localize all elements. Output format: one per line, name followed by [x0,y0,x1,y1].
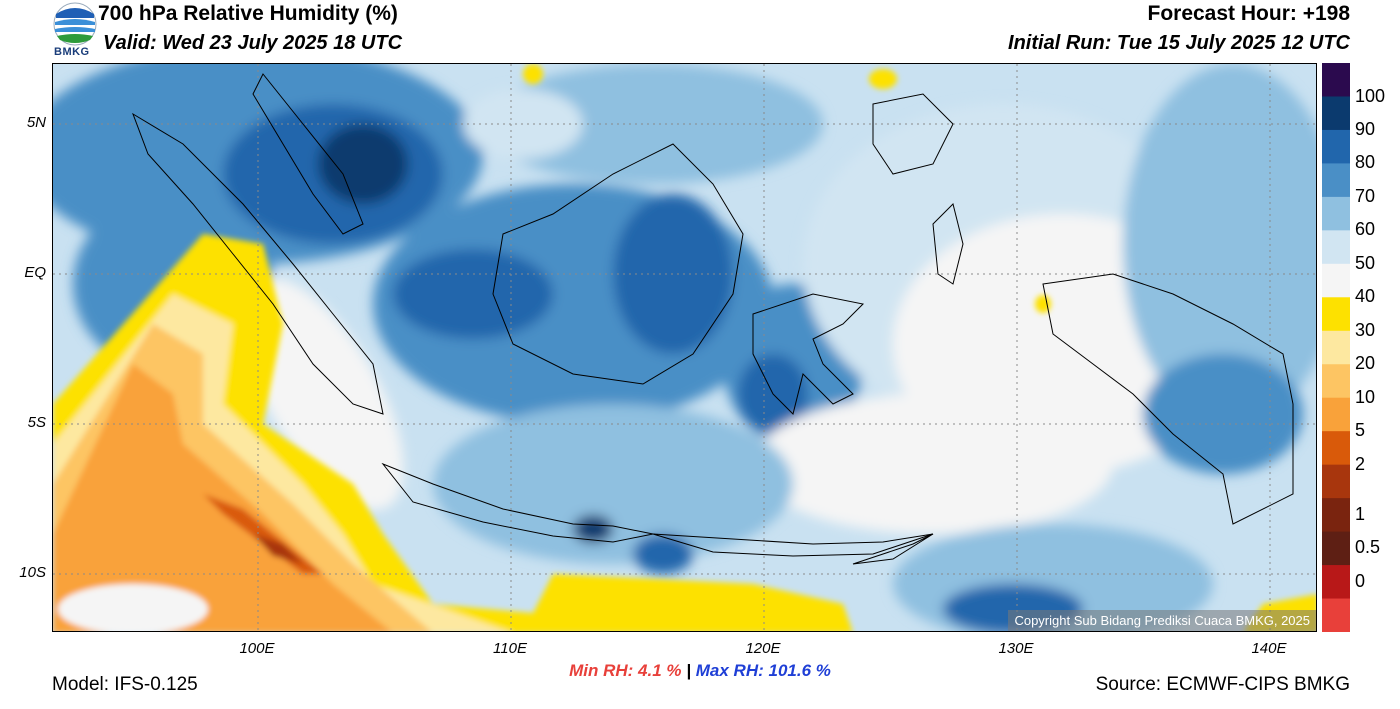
sumatra-coast [132,112,384,415]
valid-time: Valid: Wed 23 July 2025 18 UTC [103,32,403,54]
colorbar-label: 50 [1355,252,1376,273]
colorbar-swatch [1322,263,1350,298]
colorbar [1322,63,1350,633]
lon-label-120e: 120E [745,640,781,657]
logo-text: BMKG [54,46,90,58]
colorbar-swatch [1322,163,1350,198]
colorbar-swatch [1322,598,1350,633]
colorbar-swatch [1322,196,1350,231]
initial-run: Initial Run: Tue 15 July 2025 12 UTC [1008,32,1350,54]
stats-separator: | [686,661,692,680]
colorbar-swatch [1322,464,1350,499]
papua-coast [1042,273,1294,525]
chart-title: 700 hPa Relative Humidity (%) [98,2,398,25]
colorbar-swatch [1322,330,1350,365]
colorbar-label: 60 [1355,219,1376,240]
lat-label-10s: 10S [19,564,46,581]
colorbar-label: 40 [1355,286,1376,307]
bmkg-logo-icon [53,2,97,46]
colorbar-swatch [1322,63,1350,97]
source-label: Source: ECMWF-CIPS BMKG [1095,674,1350,695]
lat-label-5s: 5S [27,414,46,431]
model-label: Model: IFS-0.125 [52,674,198,695]
timor-coast [852,533,934,565]
colorbar-label: 0 [1355,570,1366,591]
lon-label-140e: 140E [1251,640,1287,657]
max-rh-label: Max RH: 101.6 % [695,661,831,680]
min-rh-value: 4.1 % [638,661,682,680]
colorbar-swatch [1322,498,1350,533]
colorbar-swatch [1322,96,1350,131]
colorbar-swatch [1322,531,1350,566]
borneo-coast [492,143,744,385]
lon-label-110e: 110E [493,640,527,657]
colorbar-label: 1 [1355,503,1366,524]
forecast-hour: Forecast Hour: +198 [1147,2,1351,25]
colorbar-swatch [1322,297,1350,332]
humidity-map: Copyright Sub Bidang Prediksi Cuaca BMKG… [52,63,1317,632]
rh-stats: Min RH: 4.1 % | Max RH: 101.6 % [0,661,1400,681]
min-rh-label: Min RH: [569,661,634,680]
humidity-field [53,64,1316,631]
lon-label-100e: 100E [239,640,275,657]
colorbar-label: 0.5 [1355,537,1381,558]
lon-label-130e: 130E [998,640,1034,657]
colorbar-swatch [1322,129,1350,164]
mindanao-coast [872,93,954,175]
colorbar-swatches [1322,63,1350,633]
colorbar-label: 100 [1355,85,1386,106]
lat-label-5n: 5N [26,114,46,131]
colorbar-label: 5 [1355,420,1366,441]
colorbar-label: 90 [1355,118,1376,139]
copyright-notice: Copyright Sub Bidang Prediksi Cuaca BMKG… [1008,610,1316,631]
colorbar-label: 30 [1355,319,1376,340]
colorbar-label: 20 [1355,353,1376,374]
colorbar-label: 70 [1355,185,1376,206]
colorbar-swatch [1322,364,1350,399]
lat-label-eq: EQ [24,264,46,281]
colorbar-label: 2 [1355,453,1366,474]
colorbar-swatch [1322,565,1350,600]
colorbar-swatch [1322,431,1350,466]
colorbar-label: 10 [1355,386,1376,407]
malay-peninsula-coast [252,73,364,235]
colorbar-swatch [1322,230,1350,265]
halmahera-coast [932,203,964,285]
sulawesi-coast [752,293,865,415]
colorbar-label: 80 [1355,152,1376,173]
colorbar-swatch [1322,397,1350,432]
bmkg-logo: BMKG [50,0,100,62]
